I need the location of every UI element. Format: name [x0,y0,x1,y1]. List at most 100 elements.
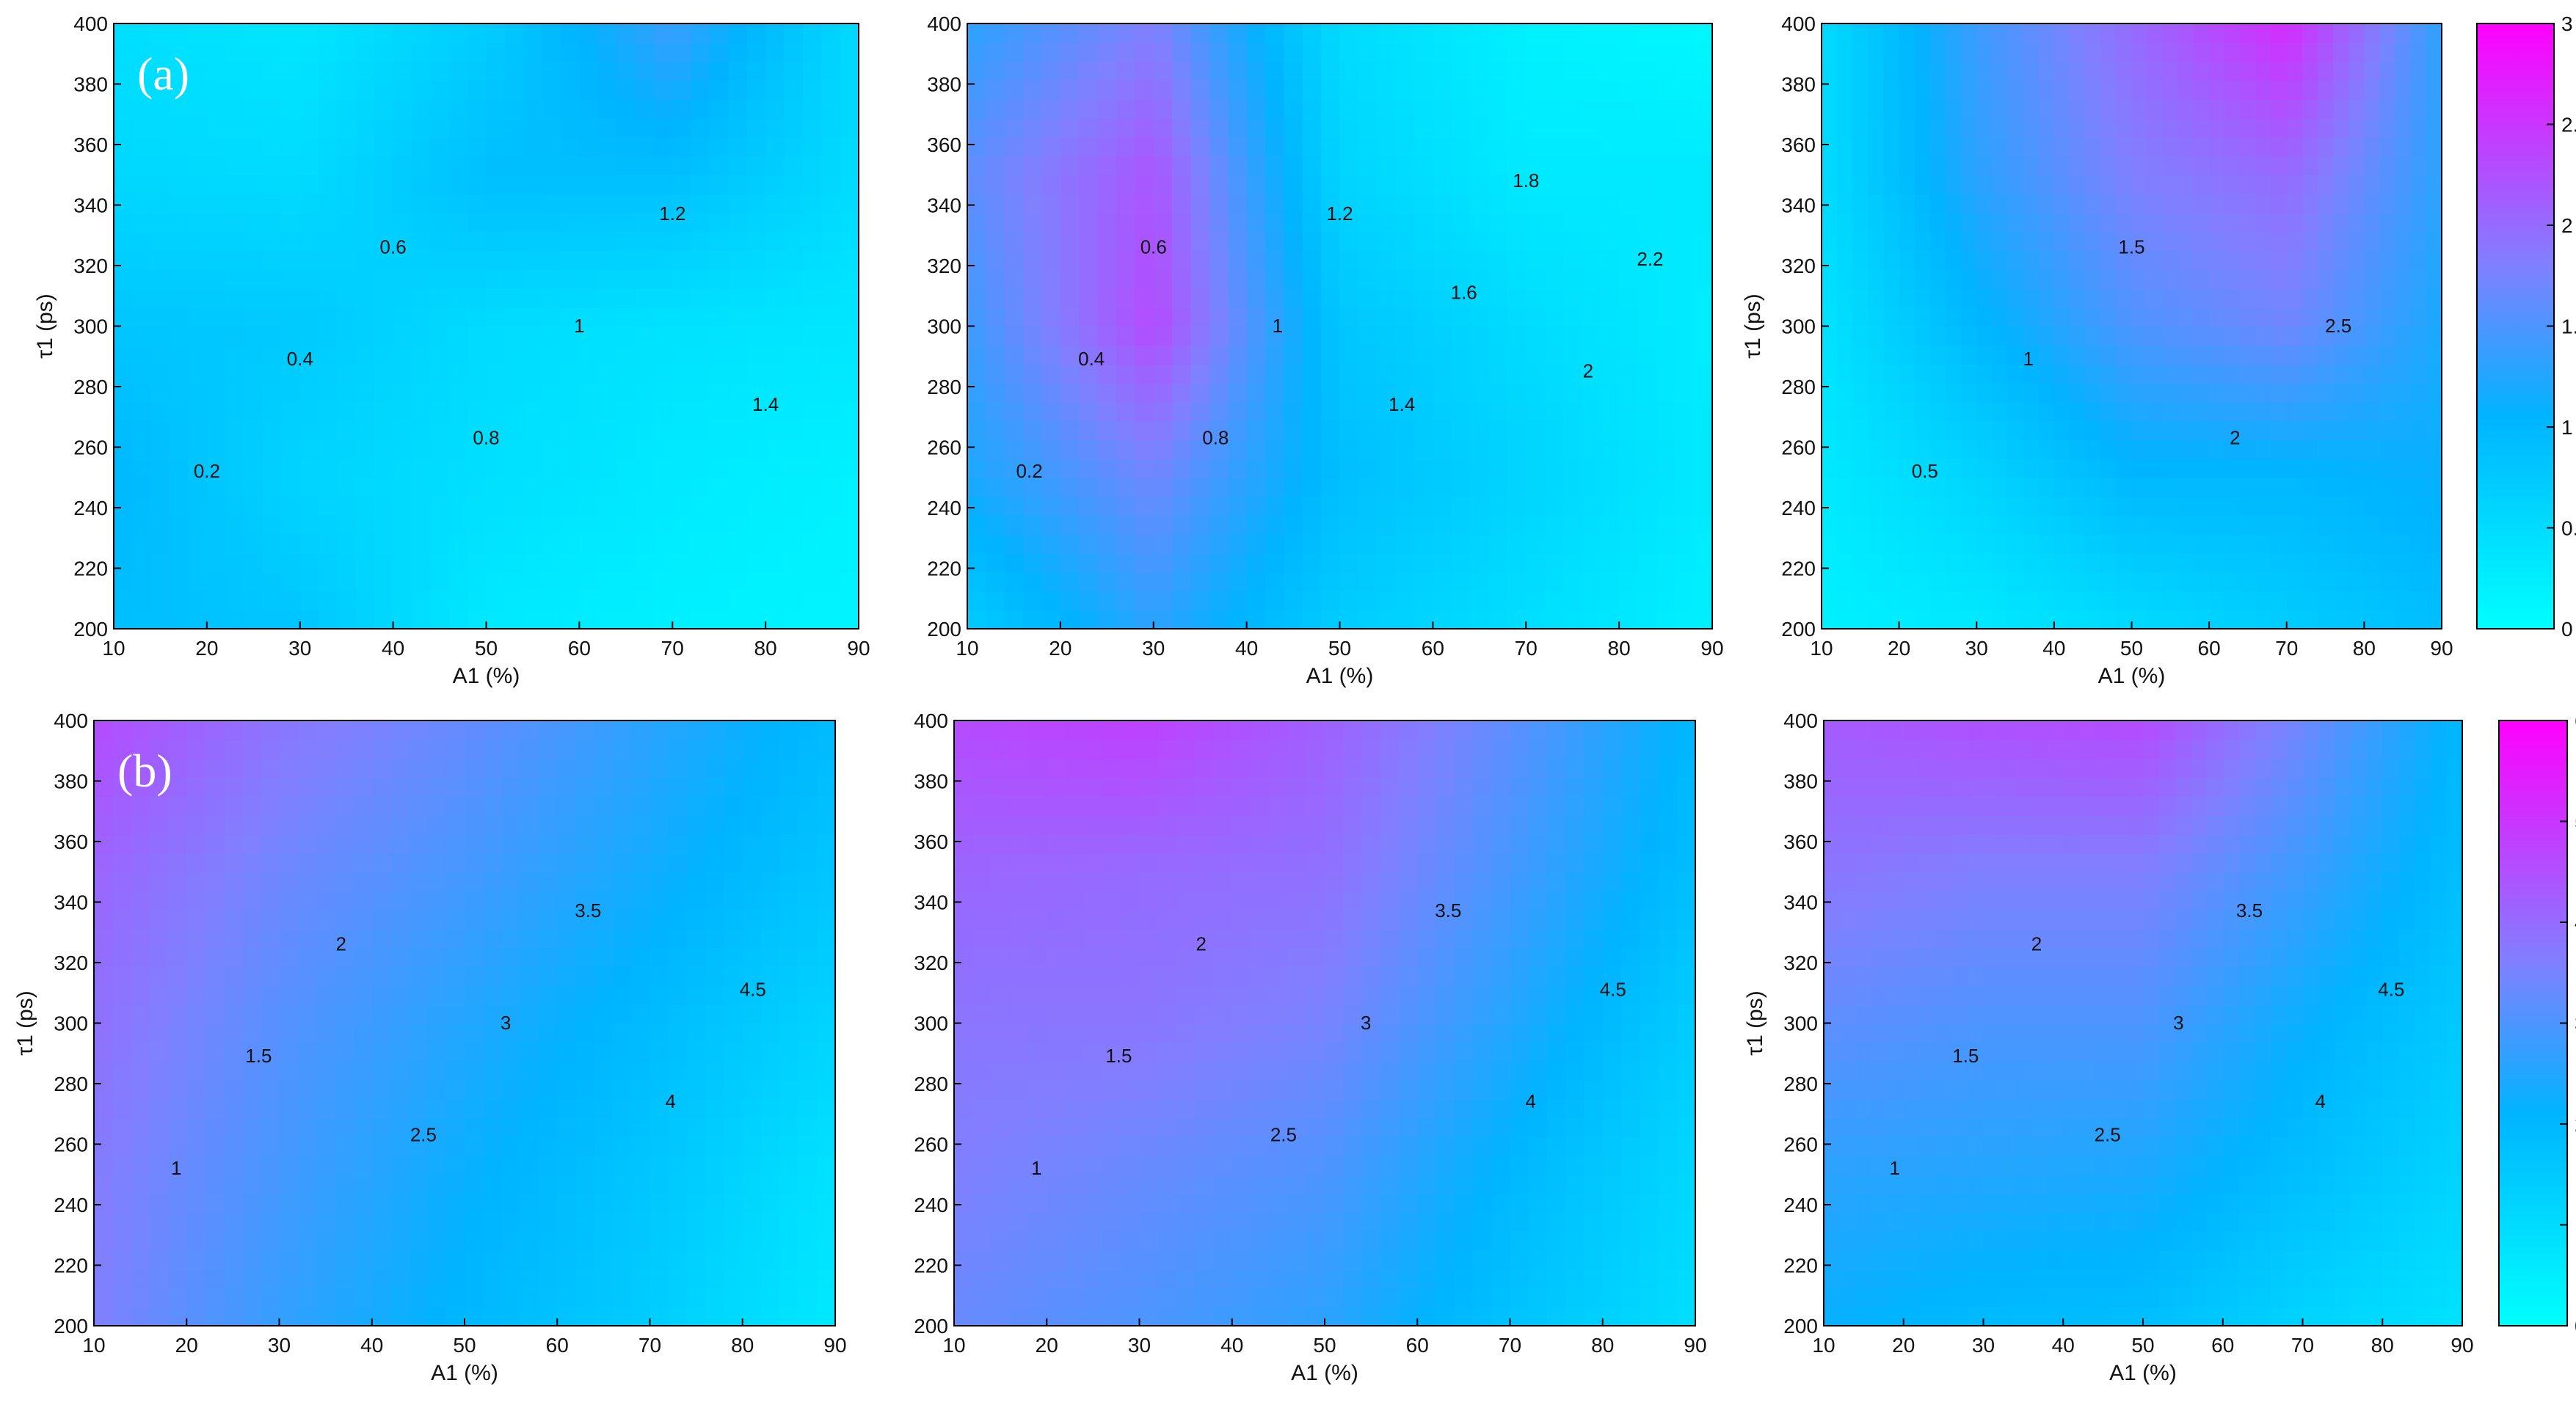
contour-cell [2023,288,2040,308]
contour-cell [1837,288,1853,308]
contour-cell [1619,136,1639,157]
contour-cell [2379,61,2396,81]
contour-cell [1302,572,1322,592]
contour-cell [1135,364,1154,384]
contour-cell [281,23,301,43]
contour-cell [1946,591,1962,610]
contour-cell [1395,175,1415,194]
contour-cell [1563,42,1583,62]
contour-cell [1914,420,1931,440]
contour-cell [2194,459,2210,478]
contour-cell [486,194,506,214]
contour-cell [784,212,804,233]
contour-cell [2100,23,2117,43]
contour-cell [1488,382,1508,403]
contour-cell [1023,459,1043,478]
contour-cell [1976,496,1993,517]
contour-cell [1619,610,1639,629]
contour-cell [1946,364,1962,384]
contour-cell [1302,420,1322,440]
contour-cell [149,720,169,740]
contour-cell [561,477,581,497]
contour-cell [746,231,766,252]
contour-cell [1116,212,1136,233]
contour-cell [242,1004,262,1024]
contour-cell [1395,194,1415,214]
contour-cell [542,326,561,346]
contour-cell [1470,326,1490,346]
contour-cell [1868,212,1885,233]
contour-cell [225,326,245,346]
contour-cell [2162,288,2179,308]
contour-cell [465,814,484,835]
contour-cell [132,156,152,176]
contour-cell [1414,552,1434,573]
contour-cell [1946,496,1962,517]
contour-cell [523,136,543,157]
contour-cell [335,1307,354,1326]
contour-cell [132,534,152,554]
contour-cell [557,1288,577,1307]
contour-cell [1600,99,1620,119]
contour-cell [2023,420,2040,440]
contour-cell [1526,194,1546,214]
contour-cell [390,1212,410,1232]
contour-cell [561,534,581,554]
contour-cell [2131,288,2148,308]
contour-cell [467,515,487,535]
contour-cell [1339,80,1359,100]
contour-cell [355,269,376,289]
contour-cell [1883,269,1900,289]
contour-cell [2116,364,2133,384]
contour-cell [501,1098,521,1119]
contour-cell [784,288,804,308]
contour-cell [784,136,804,157]
contour-cell [1899,42,1915,62]
contour-cell [1246,194,1266,214]
contour-cell [2023,136,2040,157]
contour-cell [486,326,506,346]
contour-cell [393,136,412,157]
contour-cell [430,117,450,138]
contour-cell [1190,42,1210,62]
x-tick-label: 50 [475,637,498,660]
contour-cell [2209,496,2225,517]
contour-cell [1451,117,1471,138]
contour-cell [765,459,785,478]
contour-cell [691,552,710,573]
contour-cell [2177,591,2194,610]
contour-cell [2271,382,2288,403]
contour-cell [1992,117,2009,138]
contour-cell [613,1117,633,1137]
contour-cell [319,288,338,308]
contour-cell [616,80,636,100]
contour-cell [967,288,987,308]
contour-cell [1097,610,1117,629]
contour-cell [2348,610,2365,629]
contour-cell [2286,534,2303,554]
contour-cell [2224,382,2241,403]
contour-cell [335,1117,354,1137]
contour-cell [2007,572,2024,592]
contour-cell [353,872,373,891]
contour-cell [2410,99,2427,119]
contour-cell [2053,42,2070,62]
contour-cell [1507,326,1527,346]
contour-cell [1852,496,1869,517]
contour-cell [504,572,525,592]
contour-cell [297,1004,317,1024]
contour-cell [1339,231,1359,252]
contour-cell [1153,80,1173,100]
contour-cell [2379,364,2396,384]
contour-cell [746,288,766,308]
contour-cell [1544,572,1564,592]
contour-cell [1976,382,1993,403]
contour-cell [1899,307,1915,327]
contour-cell [1060,307,1080,327]
contour-cell [205,1061,225,1081]
contour-cell [2286,194,2303,214]
x-tick-label: 10 [956,637,978,660]
contour-cell [1451,212,1471,233]
contour-cell [1822,382,1838,403]
contour-cell [483,739,503,759]
